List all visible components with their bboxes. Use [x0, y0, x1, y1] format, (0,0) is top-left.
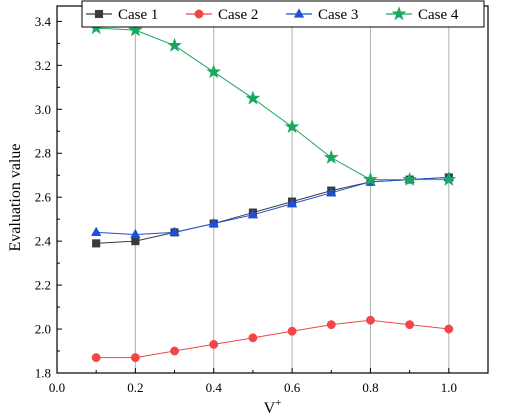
series-case-3 — [90, 171, 455, 239]
x-tick-label: 0.0 — [49, 380, 65, 395]
legend-item: Case 3 — [286, 7, 358, 23]
data-point — [91, 353, 101, 363]
legend: Case 1 Case 2 Case 3 Case 4 — [81, 0, 485, 28]
data-point — [206, 64, 222, 79]
y-axis-title: Evaluation value — [7, 144, 24, 252]
series-case-4 — [88, 20, 457, 186]
legend-label: Case 4 — [418, 7, 459, 23]
x-tick-label: 0.4 — [206, 380, 223, 395]
data-point — [405, 320, 415, 330]
data-point — [441, 171, 457, 186]
plot-frame — [56, 5, 489, 374]
y-tick-label: 3.0 — [35, 102, 51, 117]
data-point — [444, 324, 454, 334]
series-case-1 — [92, 173, 453, 248]
y-tick-label: 2.4 — [35, 234, 52, 249]
y-tick-label: 2.6 — [35, 190, 52, 205]
data-point — [127, 22, 143, 37]
data-point — [402, 171, 418, 186]
data-point — [208, 217, 219, 228]
series-layer — [88, 20, 457, 363]
data-point — [247, 209, 259, 219]
x-axis-title-superscript: + — [275, 397, 281, 409]
legend-swatch-marker — [293, 8, 305, 18]
data-point — [366, 315, 375, 325]
legend-label: Case 1 — [118, 7, 158, 23]
legend-item: Case 2 — [186, 7, 258, 23]
data-point — [167, 37, 182, 52]
data-point — [286, 198, 298, 208]
x-tick-label: 0.6 — [284, 380, 301, 395]
data-point — [284, 119, 300, 134]
data-point — [170, 346, 179, 356]
y-tick-label: 3.4 — [35, 14, 52, 29]
data-point — [245, 90, 261, 105]
data-point — [169, 226, 180, 236]
legend-box — [81, 0, 485, 28]
y-tick-label: 2.8 — [35, 146, 51, 161]
data-point — [130, 228, 141, 239]
series-line — [96, 27, 449, 181]
data-point — [248, 333, 258, 343]
legend-label: Case 2 — [218, 7, 258, 23]
x-tick-label: 0.8 — [362, 380, 378, 395]
legend-swatch-marker — [94, 9, 104, 19]
data-point — [323, 149, 339, 164]
data-point — [363, 171, 378, 186]
data-point — [90, 226, 102, 236]
legend-swatch-marker — [194, 9, 204, 19]
series-line — [96, 176, 449, 236]
legend-item: Case 4 — [386, 6, 459, 23]
data-point — [287, 326, 297, 336]
data-point — [209, 339, 219, 349]
x-axis-title: V+ — [264, 397, 282, 416]
data-point — [92, 239, 101, 248]
data-point — [131, 237, 140, 246]
y-tick-label: 2.0 — [35, 322, 51, 337]
data-point — [326, 320, 336, 330]
legend-swatch-marker — [391, 6, 407, 21]
legend-label: Case 3 — [318, 7, 358, 23]
tick-layer: 0.0 0.2 0.4 0.6 0.8 1.0 1.8 2.0 2.2 2.4 2.6 2.8 3.0 3… — [35, 14, 457, 395]
y-tick-label: 2.2 — [35, 278, 51, 293]
grid-lines — [134, 6, 450, 373]
data-point — [326, 187, 337, 197]
y-tick-label: 3.2 — [35, 58, 51, 73]
y-tick-label: 1.8 — [35, 366, 51, 381]
data-point — [130, 353, 140, 363]
legend-item: Case 1 — [86, 7, 158, 23]
x-tick-label: 1.0 — [441, 380, 457, 395]
series-case-2 — [91, 315, 454, 363]
x-tick-label: 0.2 — [127, 380, 143, 395]
x-axis-title-main: V — [264, 400, 276, 416]
series-line — [96, 319, 449, 359]
